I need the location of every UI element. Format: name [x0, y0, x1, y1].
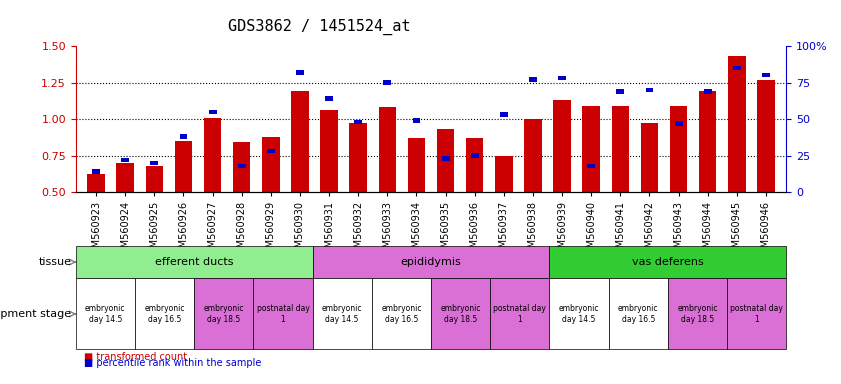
Bar: [442, 156, 449, 161]
Bar: [296, 70, 304, 74]
Bar: [733, 66, 741, 70]
Text: embryonic
day 18.5: embryonic day 18.5: [441, 304, 481, 324]
Bar: [699, 91, 717, 265]
Text: postnatal day
1: postnatal day 1: [494, 304, 547, 324]
Bar: [436, 129, 454, 265]
Text: GDS3862 / 1451524_at: GDS3862 / 1451524_at: [228, 18, 411, 35]
Bar: [350, 123, 367, 265]
Bar: [471, 153, 479, 158]
Bar: [209, 109, 216, 114]
Bar: [413, 118, 420, 123]
Bar: [238, 164, 246, 168]
Text: postnatal day
1: postnatal day 1: [730, 304, 783, 324]
Text: efferent ducts: efferent ducts: [155, 257, 234, 267]
Bar: [145, 166, 163, 265]
Bar: [116, 163, 134, 265]
Text: postnatal day
1: postnatal day 1: [257, 304, 309, 324]
Text: embryonic
day 18.5: embryonic day 18.5: [204, 304, 244, 324]
Text: embryonic
day 14.5: embryonic day 14.5: [85, 304, 125, 324]
Bar: [87, 174, 105, 265]
Bar: [558, 76, 566, 80]
Bar: [262, 137, 279, 265]
Bar: [762, 73, 770, 78]
Bar: [641, 123, 659, 265]
Bar: [151, 161, 158, 165]
Text: development stage: development stage: [0, 309, 71, 319]
Text: ■ percentile rank within the sample: ■ percentile rank within the sample: [84, 358, 262, 368]
Bar: [529, 78, 537, 82]
Bar: [587, 164, 595, 168]
Bar: [175, 141, 193, 265]
Bar: [616, 89, 624, 94]
Bar: [354, 120, 362, 124]
Bar: [674, 121, 683, 126]
Bar: [553, 100, 571, 265]
Bar: [669, 106, 687, 265]
Bar: [383, 80, 391, 85]
Text: embryonic
day 16.5: embryonic day 16.5: [618, 304, 659, 324]
Text: embryonic
day 16.5: embryonic day 16.5: [145, 304, 185, 324]
Bar: [500, 113, 508, 117]
Bar: [408, 138, 426, 265]
Bar: [291, 91, 309, 265]
Text: ■ transformed count: ■ transformed count: [84, 352, 188, 362]
Bar: [93, 169, 100, 174]
Bar: [646, 88, 653, 92]
Text: vas deferens: vas deferens: [632, 257, 704, 267]
Bar: [704, 89, 711, 94]
Bar: [728, 56, 746, 265]
Bar: [320, 110, 338, 265]
Text: epididymis: epididymis: [400, 257, 462, 267]
Text: tissue: tissue: [39, 257, 71, 267]
Text: embryonic
day 14.5: embryonic day 14.5: [558, 304, 600, 324]
Bar: [611, 106, 629, 265]
Bar: [524, 119, 542, 265]
Bar: [378, 108, 396, 265]
Text: embryonic
day 14.5: embryonic day 14.5: [322, 304, 362, 324]
Text: embryonic
day 18.5: embryonic day 18.5: [677, 304, 717, 324]
Bar: [495, 156, 512, 265]
Bar: [325, 96, 333, 101]
Bar: [757, 79, 775, 265]
Bar: [121, 158, 130, 162]
Text: embryonic
day 16.5: embryonic day 16.5: [381, 304, 421, 324]
Bar: [204, 118, 221, 265]
Bar: [267, 149, 275, 153]
Bar: [583, 106, 600, 265]
Bar: [233, 142, 251, 265]
Bar: [179, 134, 188, 139]
Bar: [466, 138, 484, 265]
